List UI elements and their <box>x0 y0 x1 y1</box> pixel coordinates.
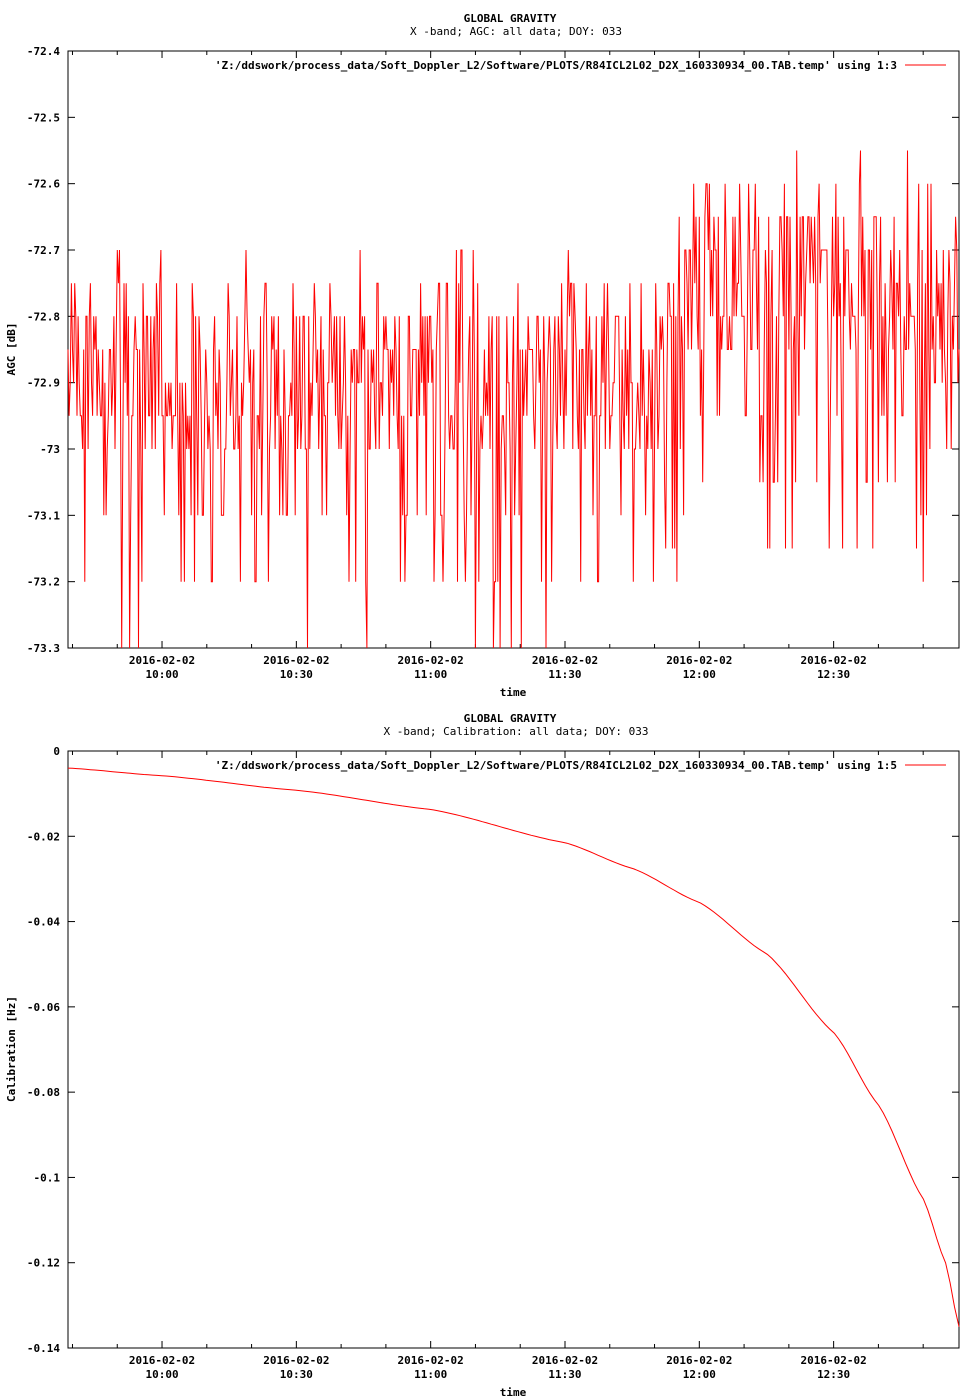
y-tick-label: -73.3 <box>27 642 60 655</box>
x-tick-date-label: 2016-02-02 <box>129 1354 195 1367</box>
x-tick-time-label: 11:00 <box>414 668 447 681</box>
agc-axis-ticks: -72.4 -72.5 -72.6 -72.7 -72.8 -72.9 -73 -73.1 -7… <box>27 45 959 681</box>
y-tick-label: -0.06 <box>27 1001 60 1014</box>
agc-legend: 'Z:/ddswork/process_data/Soft_Doppler_L2… <box>215 59 946 72</box>
calibration-axis-ticks: 0 -0.02 -0.04 -0.06 -0.08 -0.1 -0.12 -0.14 2016-… <box>27 745 959 1381</box>
x-tick-time-label: 11:30 <box>548 1368 581 1381</box>
x-tick-time-label: 10:30 <box>280 1368 313 1381</box>
calibration-legend: 'Z:/ddswork/process_data/Soft_Doppler_L2… <box>215 759 946 772</box>
agc-y-axis-label: AGC [dB] <box>5 323 18 376</box>
x-tick-time-label: 12:30 <box>817 1368 850 1381</box>
y-tick-label: -73 <box>40 443 60 456</box>
y-tick-label: -73.1 <box>27 509 60 522</box>
x-tick-time-label: 11:00 <box>414 1368 447 1381</box>
agc-chart-subtitle: X -band; AGC: all data; DOY: 033 <box>410 25 622 38</box>
x-tick-date-label: 2016-02-02 <box>398 1354 464 1367</box>
y-tick-label: -0.02 <box>27 830 60 843</box>
x-tick-time-label: 12:30 <box>817 668 850 681</box>
x-tick-time-label: 10:00 <box>145 668 178 681</box>
agc-series <box>67 150 960 649</box>
y-tick-label: -0.14 <box>27 1342 60 1355</box>
agc-chart: GLOBAL GRAVITY X -band; AGC: all data; D… <box>5 12 960 699</box>
calibration-chart-title: GLOBAL GRAVITY <box>464 712 557 725</box>
y-tick-label: -72.7 <box>27 244 60 257</box>
y-tick-label: -0.1 <box>34 1171 61 1184</box>
y-tick-label: -0.04 <box>27 916 60 929</box>
x-tick-date-label: 2016-02-02 <box>666 654 732 667</box>
y-tick-label: -0.12 <box>27 1257 60 1270</box>
y-tick-label: -72.6 <box>27 178 60 191</box>
y-tick-label: -0.08 <box>27 1086 60 1099</box>
calibration-chart: GLOBAL GRAVITY X -band; Calibration: all… <box>5 712 960 1399</box>
y-tick-label: -72.4 <box>27 45 60 58</box>
calibration-legend-entry: 'Z:/ddswork/process_data/Soft_Doppler_L2… <box>215 759 897 772</box>
x-tick-date-label: 2016-02-02 <box>532 1354 598 1367</box>
agc-series-line <box>67 150 960 649</box>
x-tick-time-label: 12:00 <box>683 1368 716 1381</box>
y-tick-label: -73.2 <box>27 576 60 589</box>
calibration-y-axis-label: Calibration [Hz] <box>5 996 18 1102</box>
x-tick-date-label: 2016-02-02 <box>666 1354 732 1367</box>
x-tick-date-label: 2016-02-02 <box>532 654 598 667</box>
calibration-series <box>67 767 960 1327</box>
x-tick-time-label: 11:30 <box>548 668 581 681</box>
x-tick-date-label: 2016-02-02 <box>801 1354 867 1367</box>
x-tick-date-label: 2016-02-02 <box>263 1354 329 1367</box>
agc-x-axis-label: time <box>500 686 527 699</box>
x-tick-date-label: 2016-02-02 <box>801 654 867 667</box>
calibration-series-line <box>67 767 960 1327</box>
x-tick-time-label: 12:00 <box>683 668 716 681</box>
y-tick-label: -72.8 <box>27 310 60 323</box>
calibration-plot-frame <box>67 750 960 1349</box>
y-tick-label: -72.9 <box>27 377 60 390</box>
x-tick-date-label: 2016-02-02 <box>398 654 464 667</box>
agc-legend-entry: 'Z:/ddswork/process_data/Soft_Doppler_L2… <box>215 59 897 72</box>
x-tick-date-label: 2016-02-02 <box>129 654 195 667</box>
agc-chart-title: GLOBAL GRAVITY <box>464 12 557 25</box>
x-tick-date-label: 2016-02-02 <box>263 654 329 667</box>
calibration-chart-subtitle: X -band; Calibration: all data; DOY: 033 <box>384 725 649 738</box>
calibration-x-axis-label: time <box>500 1386 527 1399</box>
y-tick-label: -72.5 <box>27 111 60 124</box>
x-tick-time-label: 10:00 <box>145 1368 178 1381</box>
x-tick-time-label: 10:30 <box>280 668 313 681</box>
y-tick-label: 0 <box>53 745 60 758</box>
